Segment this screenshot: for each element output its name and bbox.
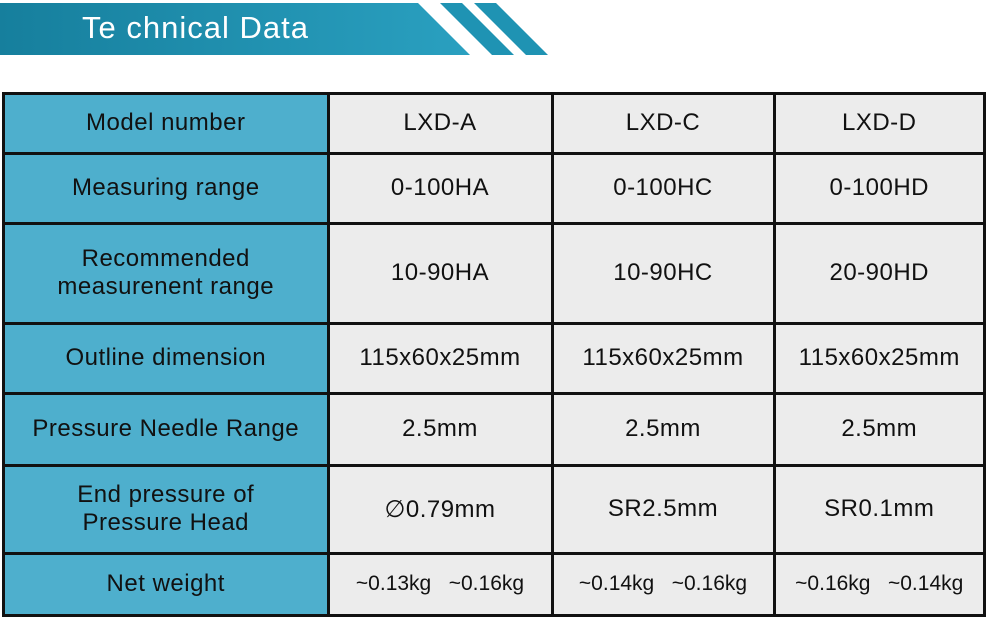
cell-value: 2.5mm	[553, 394, 773, 464]
cell-value: 115x60x25mm	[553, 324, 773, 392]
cell-value: 0-100HC	[553, 154, 773, 222]
row-label: Pressure Needle Range	[5, 394, 327, 464]
title-banner	[0, 3, 548, 55]
cell-value: 2.5mm	[329, 394, 551, 464]
row-label: Outline dimension	[5, 324, 327, 392]
row-label: Model number	[5, 95, 327, 152]
cell-value: 0-100HD	[775, 154, 983, 222]
cell-value: LXD-A	[329, 95, 551, 152]
cell-value: 10-90HC	[553, 224, 773, 322]
row-label: End pressure of Pressure Head	[5, 466, 327, 552]
cell-value: SR0.1mm	[775, 466, 983, 552]
cell-value: 10-90HA	[329, 224, 551, 322]
row-label: Net weight	[5, 554, 327, 614]
cell-value: 0-100HA	[329, 154, 551, 222]
cell-value: ~0.14kg ~0.16kg	[553, 554, 773, 614]
banner-stripe	[474, 3, 548, 55]
cell-value: ∅0.79mm	[329, 466, 551, 552]
cell-value: 2.5mm	[775, 394, 983, 464]
cell-value: SR2.5mm	[553, 466, 773, 552]
cell-value: 115x60x25mm	[775, 324, 983, 392]
cell-value: 115x60x25mm	[329, 324, 551, 392]
row-label: Recommended measurenent range	[5, 224, 327, 322]
title: Te chnical Data	[82, 10, 309, 45]
cell-value: ~0.13kg ~0.16kg	[329, 554, 551, 614]
cell-value: 20-90HD	[775, 224, 983, 322]
banner-stripe	[440, 3, 514, 55]
cell-value: LXD-C	[553, 95, 773, 152]
row-label: Measuring range	[5, 154, 327, 222]
banner-shape	[0, 3, 470, 55]
cell-value: LXD-D	[775, 95, 983, 152]
cell-value: ~0.16kg ~0.14kg	[775, 554, 983, 614]
spec-table: Model number LXD-A LXD-C LXD-D Measuring ran…	[2, 92, 986, 617]
